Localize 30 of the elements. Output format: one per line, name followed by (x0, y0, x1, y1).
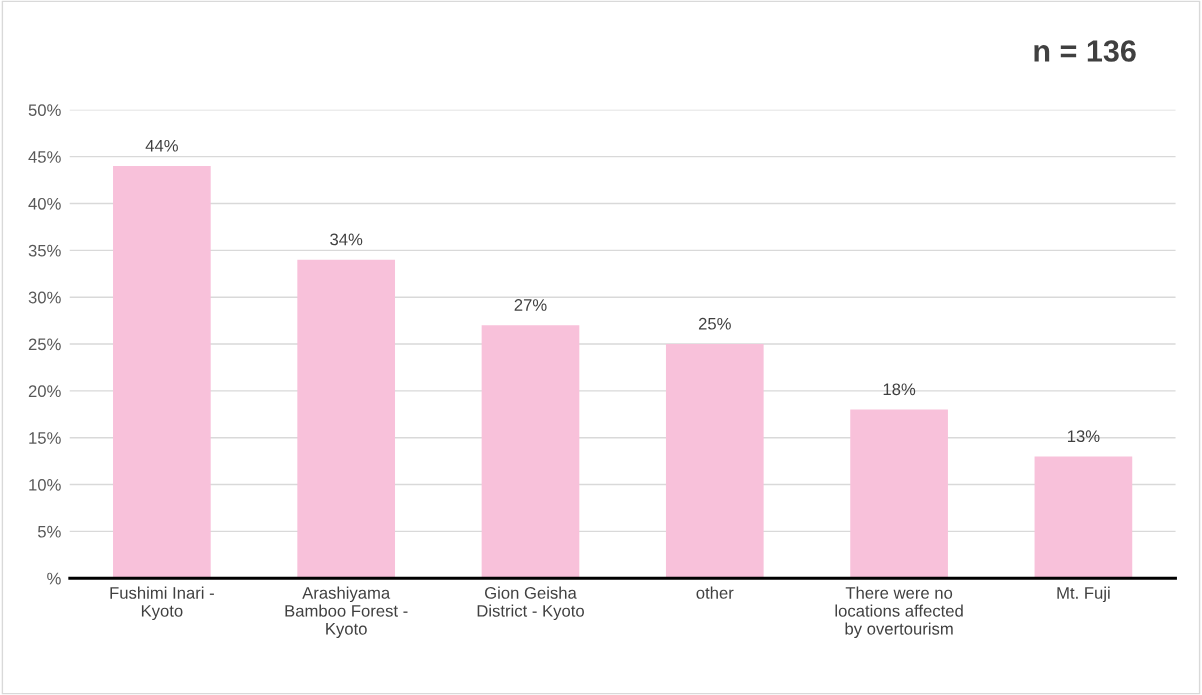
y-tick-label: 15% (29, 432, 61, 444)
bar (665, 344, 764, 579)
data-label: 13% (1068, 430, 1100, 443)
x-tick-label: other (696, 586, 734, 599)
y-tick-label: 35% (28, 244, 61, 257)
x-tick-label: Mt. Fuji (1057, 586, 1110, 603)
bar (850, 409, 948, 579)
data-label: 34% (330, 233, 363, 246)
bar (1034, 456, 1133, 579)
y-tick-label: 30% (28, 291, 61, 304)
x-tick-label: Fushimi Inari - Kyoto (110, 586, 214, 621)
bar (481, 325, 580, 579)
text: n = 136 (1034, 40, 1136, 62)
bar (113, 166, 211, 579)
y-tick-label: 50% (28, 104, 61, 117)
x-tick-label: Arashiyama Bamboo Forest - Kyoto (285, 586, 408, 639)
y-tick-label: 25% (28, 338, 61, 351)
y-tick-label: 5% (37, 525, 61, 538)
y-tick-label: 45% (28, 151, 61, 163)
x-tick-label: There were no locations affected by overtourism (835, 586, 963, 639)
y-tick-label: 40% (28, 197, 61, 210)
y-tick-label: 10% (29, 478, 61, 491)
data-label: 18% (883, 383, 916, 396)
bar (297, 259, 396, 579)
y-tick-label: % (47, 572, 61, 585)
data-label: 27% (514, 299, 547, 311)
x-tick-label: Gion Geisha District - Kyoto (477, 586, 584, 621)
data-label: 25% (698, 317, 731, 330)
data-label: 44% (145, 139, 178, 152)
y-tick-label: 20% (28, 385, 61, 398)
